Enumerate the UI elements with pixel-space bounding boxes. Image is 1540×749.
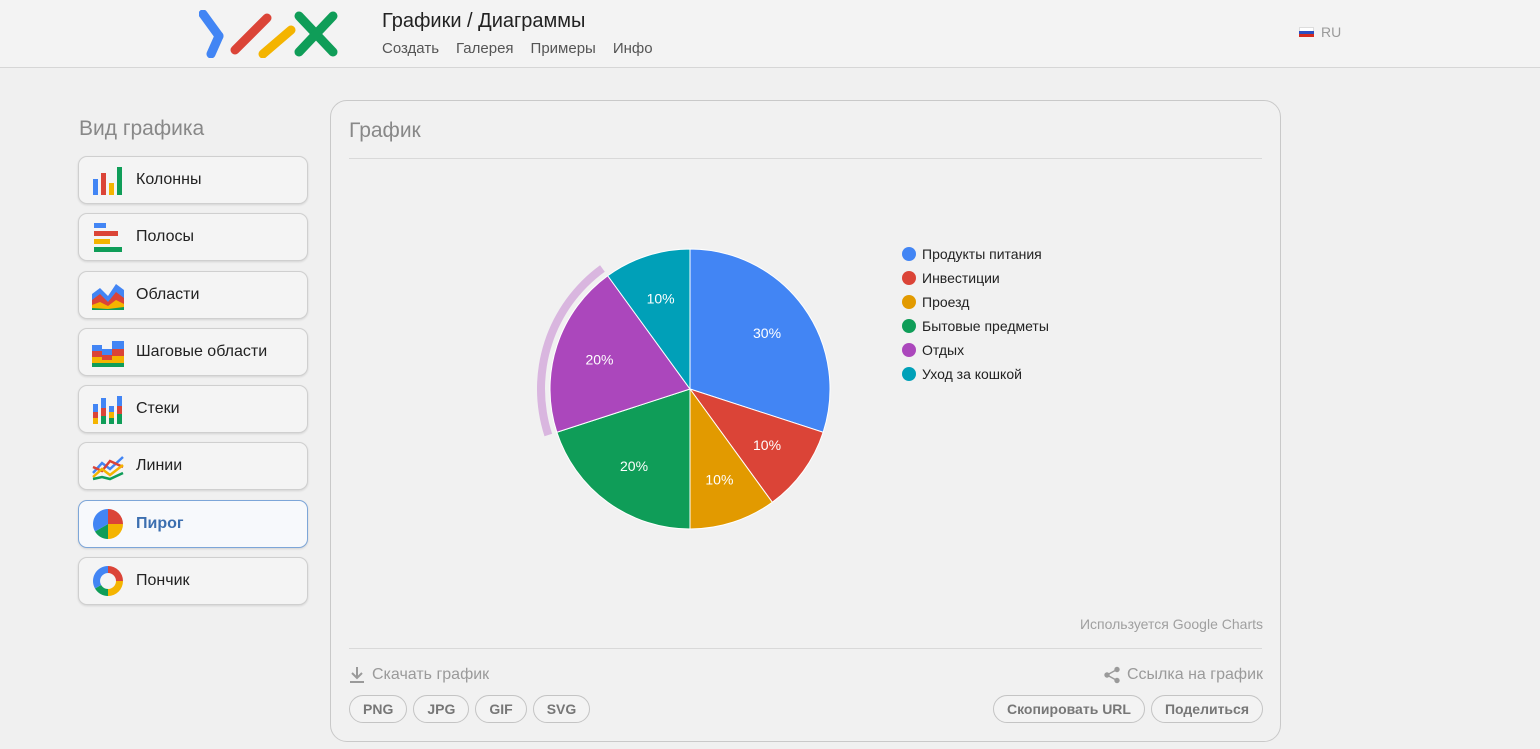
pie-slice-label: 10%	[647, 290, 675, 306]
pie-slice-6[interactable]	[607, 248, 691, 391]
pie-slice-highlight	[537, 265, 605, 437]
line-chart-icon	[91, 451, 125, 481]
jpg-button[interactable]: JPG	[413, 695, 470, 723]
nav-examples[interactable]: Примеры	[530, 40, 596, 57]
language-selector[interactable]: RU	[1299, 24, 1341, 40]
chart-type-stepped-areas[interactable]: Шаговые области	[78, 327, 308, 376]
legend-entry[interactable]: Инвестиции	[922, 270, 1000, 286]
stacked-chart-icon	[91, 394, 125, 425]
share-icon	[1104, 666, 1120, 684]
pie-slice-4[interactable]	[556, 388, 691, 530]
chart-type-areas[interactable]: Области	[78, 270, 308, 319]
pie-slice-2[interactable]	[688, 388, 824, 503]
divider	[349, 158, 1262, 159]
chart-panel: График 30% 10% 10% 20% 20% 10% Продукты питани…	[330, 100, 1281, 742]
chart-type-label: Пончик	[136, 572, 190, 590]
main-nav: Создать Галерея Примеры Инфо	[382, 40, 653, 57]
pie-slice-3[interactable]	[689, 387, 773, 530]
stepped-area-chart-icon	[91, 337, 125, 367]
pie-slice-label: 10%	[705, 472, 733, 488]
format-buttons: PNG JPG GIF SVG	[349, 695, 591, 723]
legend-entry[interactable]: Уход за кошкой	[922, 366, 1022, 382]
chart-type-list: Колонны Полосы Области Шаговые области С…	[78, 156, 308, 614]
chart-type-lines[interactable]: Линии	[78, 442, 308, 491]
pie-slice-label: 20%	[620, 458, 648, 474]
pie-slice-label: 10%	[753, 437, 781, 453]
chart-type-label: Линии	[136, 457, 183, 475]
share-buttons: Скопировать URL Поделиться	[992, 695, 1263, 723]
pie-slice-5[interactable]	[549, 275, 691, 433]
site-title: Графики / Диаграммы	[382, 10, 586, 32]
donut-chart-icon	[91, 566, 125, 597]
legend-entry[interactable]: Бытовые предметы	[922, 318, 1049, 334]
bar-chart-icon	[91, 222, 125, 253]
svg-button[interactable]: SVG	[532, 695, 591, 723]
chart-type-stacks[interactable]: Стеки	[78, 385, 308, 434]
language-label: RU	[1321, 24, 1342, 40]
legend-entry[interactable]: Продукты питания	[922, 246, 1042, 262]
pie-slice-label: 30%	[753, 325, 781, 341]
chart-type-label: Полосы	[136, 228, 194, 246]
download-icon	[350, 667, 364, 683]
gif-button[interactable]: GIF	[475, 695, 527, 723]
chart-type-label: Стеки	[136, 400, 180, 418]
chart-type-label: Шаговые области	[136, 342, 268, 360]
chart-type-heading: Вид графика	[79, 117, 205, 140]
chart-type-bars[interactable]: Полосы	[78, 213, 308, 262]
attribution-text: Используется Google Charts	[1079, 616, 1263, 632]
russia-flag-icon	[1299, 27, 1314, 37]
pie-chart-icon	[91, 508, 125, 539]
panel-title: График	[349, 119, 421, 142]
nav-gallery[interactable]: Галерея	[456, 40, 514, 57]
png-button[interactable]: PNG	[349, 695, 408, 723]
chart-type-columns[interactable]: Колонны	[78, 156, 308, 204]
share-button[interactable]: Поделиться	[1150, 695, 1263, 723]
pie-slice-label: 20%	[585, 352, 613, 368]
chart-type-label: Пирог	[136, 514, 184, 532]
chart-type-donut[interactable]: Пончик	[78, 557, 308, 606]
download-chart-link[interactable]: Скачать график	[349, 666, 489, 684]
legend-marker	[902, 247, 916, 261]
download-label: Скачать график	[372, 666, 490, 683]
copy-url-button[interactable]: Скопировать URL	[992, 695, 1145, 723]
column-chart-icon	[91, 165, 125, 195]
divider	[349, 648, 1262, 649]
legend-marker	[902, 367, 916, 381]
area-chart-icon	[91, 280, 125, 310]
legend-marker	[902, 319, 916, 333]
chart-type-label: Колонны	[136, 171, 202, 188]
legend-entry[interactable]: Проезд	[922, 294, 969, 310]
legend-marker	[902, 271, 916, 285]
legend-entry[interactable]: Отдых	[922, 342, 964, 358]
share-link-label: Ссылка на график	[1127, 666, 1263, 683]
legend-marker	[902, 343, 916, 357]
nav-create[interactable]: Создать	[382, 40, 440, 57]
pie-slice-1[interactable]	[689, 248, 831, 433]
top-header: Графики / Диаграммы Создать Галерея Прим…	[0, 0, 1540, 68]
legend-marker	[902, 295, 916, 309]
site-logo[interactable]	[199, 10, 339, 58]
chart-type-pie[interactable]: Пирог	[78, 499, 308, 548]
nav-info[interactable]: Инфо	[612, 40, 653, 57]
pie-chart: 30% 10% 10% 20% 20% 10% Продукты питания Инвест…	[537, 246, 1049, 530]
chart-type-label: Области	[136, 285, 200, 303]
chart-link[interactable]: Ссылка на график	[1103, 666, 1263, 684]
